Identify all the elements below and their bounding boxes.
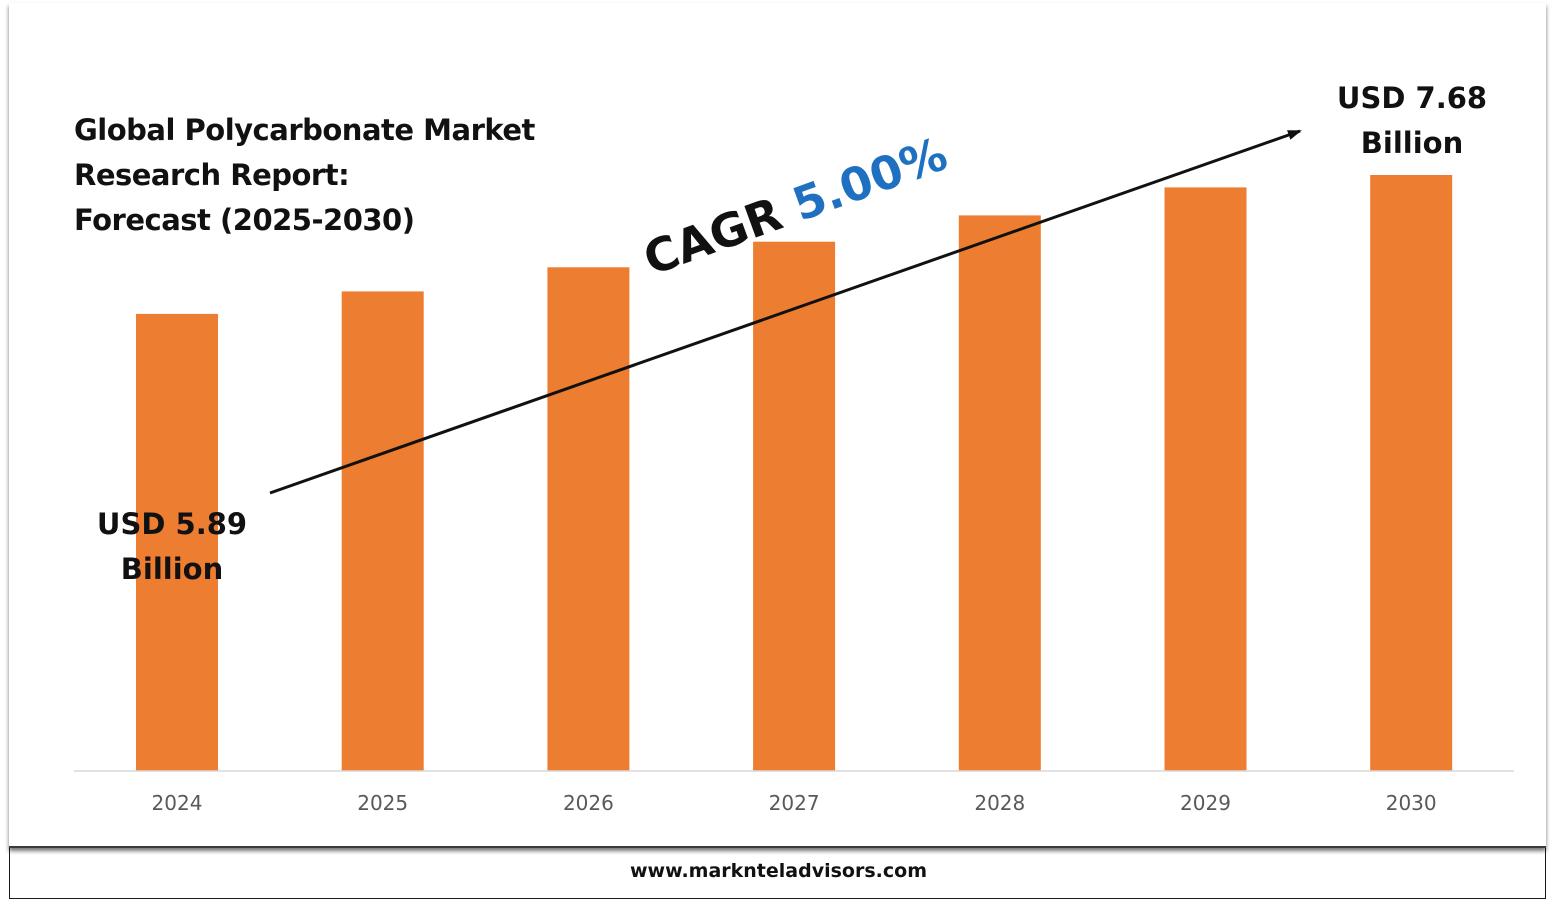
bar-2025 bbox=[341, 291, 424, 771]
x-tick-label-2029: 2029 bbox=[1180, 791, 1231, 815]
x-tick-label-2024: 2024 bbox=[152, 791, 203, 815]
bar-2030 bbox=[1370, 175, 1453, 771]
bar-2026 bbox=[547, 267, 630, 771]
x-tick-label-2025: 2025 bbox=[357, 791, 408, 815]
x-tick-labels: 2024 2025 2026 2027 2028 2029 2030 bbox=[152, 791, 1437, 815]
x-tick-label-2026: 2026 bbox=[563, 791, 614, 815]
chart-title: Global Polycarbonate Market Research Rep… bbox=[74, 108, 535, 243]
end-value-line-1: USD 7.68 bbox=[1336, 81, 1488, 115]
bar-2027 bbox=[753, 241, 836, 771]
growth-arrow bbox=[269, 129, 1302, 495]
bar-2024 bbox=[136, 313, 218, 771]
start-value-line-2: Billion bbox=[120, 552, 224, 586]
start-value-callout: USD 5.89 Billion bbox=[82, 502, 262, 592]
end-value-callout: USD 7.68 Billion bbox=[1322, 76, 1502, 166]
x-tick-label-2028: 2028 bbox=[974, 791, 1025, 815]
title-line-3: Forecast (2025-2030) bbox=[74, 203, 415, 237]
bar-2029 bbox=[1164, 187, 1247, 771]
footer-website[interactable]: www.marknteladvisors.com bbox=[630, 860, 927, 882]
end-value-line-2: Billion bbox=[1360, 126, 1464, 160]
title-line-2: Research Report: bbox=[74, 158, 350, 192]
title-line-1: Global Polycarbonate Market bbox=[74, 113, 535, 147]
start-value-line-1: USD 5.89 bbox=[96, 507, 248, 541]
x-tick-label-2030: 2030 bbox=[1386, 791, 1437, 815]
bars-group bbox=[136, 175, 1453, 771]
x-tick-label-2027: 2027 bbox=[769, 791, 820, 815]
bar-2028 bbox=[958, 215, 1041, 771]
